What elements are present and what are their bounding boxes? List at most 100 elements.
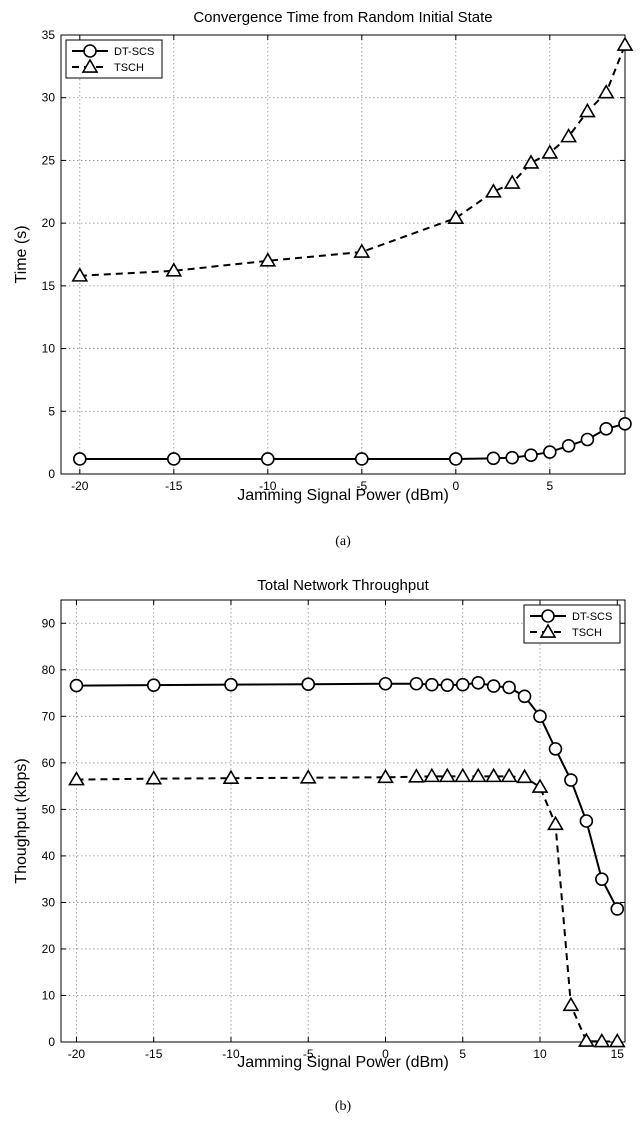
x-tick-label: 5 [459, 1047, 466, 1061]
y-tick-label: 90 [42, 616, 56, 630]
legend-box [65, 39, 163, 79]
legend-label: TSCH [114, 62, 144, 74]
data-point-tsch [547, 815, 564, 831]
x-tick-label: -15 [165, 479, 183, 493]
y-tick-label: 5 [48, 404, 55, 418]
data-point-dt-scs [599, 422, 614, 436]
x-tick-label: 15 [611, 1047, 625, 1061]
data-point-dt-scs [533, 709, 547, 724]
data-point-tsch [259, 252, 277, 267]
caption-a: (a) [335, 534, 351, 549]
y-tick-label: 70 [42, 709, 56, 723]
x-tick-label: 5 [546, 479, 553, 493]
data-point-tsch [447, 209, 465, 224]
data-point-dt-scs [167, 452, 181, 466]
chart-panel-b: -20 -15 -10 -5 0 5 10 15 0 10 20 30 40 50 60 70 80 90 DT-… [13, 577, 626, 1114]
data-point-dt-scs [561, 438, 576, 453]
data-point-tsch [299, 769, 317, 784]
legend-marker [83, 44, 97, 58]
data-point-dt-scs [354, 452, 369, 466]
data-point-dt-scs [471, 676, 486, 690]
series-line-tsch [76, 775, 618, 1043]
data-point-dt-scs [618, 417, 632, 431]
y-tick-label: 35 [42, 28, 56, 42]
data-point-dt-scs [409, 676, 424, 691]
plot-frame-b [60, 599, 626, 1043]
data-point-tsch [353, 243, 371, 258]
data-point-tsch [522, 154, 540, 169]
data-point-tsch [454, 767, 472, 783]
y-tick-label: 30 [42, 895, 56, 909]
x-tick-label: 10 [533, 1047, 547, 1061]
x-tick-label: 0 [452, 479, 459, 493]
data-point-tsch [165, 262, 183, 277]
data-point-tsch [68, 770, 85, 786]
y-tick-label: 20 [42, 216, 56, 230]
data-point-tsch [485, 767, 503, 783]
y-axis-label-a: Time (s) [13, 225, 30, 283]
y-tick-label: 40 [42, 849, 56, 863]
data-point-dt-scs [517, 689, 532, 704]
data-point-tsch [516, 768, 533, 784]
legend-label: TSCH [572, 627, 602, 639]
x-axis-label-b: Jamming Signal Power (dBm) [237, 1054, 449, 1071]
legend-marker [541, 609, 555, 623]
data-point-tsch [438, 767, 456, 783]
data-point-tsch [503, 174, 521, 189]
data-point-dt-scs [524, 448, 538, 462]
data-point-tsch [608, 1032, 626, 1048]
data-point-dt-scs [610, 902, 625, 916]
data-point-tsch [222, 769, 240, 785]
y-tick-label: 0 [48, 1035, 55, 1049]
data-point-dt-scs [260, 452, 275, 466]
data-point-tsch [500, 767, 518, 783]
y-tick-label: 30 [42, 91, 56, 105]
data-point-tsch [560, 128, 577, 143]
caption-b: (b) [335, 1099, 352, 1114]
data-point-dt-scs [69, 678, 84, 693]
chart-title-b: Total Network Throughput [257, 577, 429, 594]
x-tick-label: -20 [68, 1047, 86, 1061]
data-point-dt-scs [486, 679, 501, 693]
y-tick-label: 10 [42, 342, 56, 356]
data-point-dt-scs [73, 452, 87, 466]
legend-b: DT-SCS TSCH [523, 604, 621, 644]
data-point-dt-scs [580, 432, 595, 447]
legend-label: DT-SCS [114, 46, 154, 58]
data-point-tsch [469, 767, 487, 783]
data-point-dt-scs [425, 677, 439, 692]
data-point-tsch [577, 1032, 595, 1047]
y-tick-label: 60 [42, 756, 56, 770]
legend-label: DT-SCS [572, 611, 612, 623]
data-point-tsch [541, 144, 559, 159]
legend-marker [539, 623, 557, 638]
y-tick-label: 15 [42, 279, 56, 293]
data-point-dt-scs [378, 676, 393, 691]
chart-panel-a: -20 -15 -10 -5 0 5 0 5 10 15 20 25 30 35 DT-SCS TSCH C… [13, 9, 634, 549]
data-point-tsch [597, 84, 615, 99]
chart-title-a: Convergence Time from Random Initial Sta… [193, 9, 492, 26]
data-point-dt-scs [502, 680, 516, 695]
x-tick-label: -10 [222, 1047, 240, 1061]
data-point-tsch [531, 778, 549, 793]
y-tick-label: 50 [42, 802, 56, 816]
data-point-dt-scs [224, 677, 238, 692]
data-point-dt-scs [455, 677, 470, 692]
data-point-dt-scs [486, 451, 501, 466]
x-axis-label-a: Jamming Signal Power (dBm) [237, 487, 449, 504]
x-tick-label: -15 [145, 1047, 163, 1061]
y-tick-label: 20 [42, 942, 56, 956]
y-axis-label-b: Thoughput (kbps) [13, 758, 30, 883]
data-point-dt-scs [505, 450, 520, 465]
data-point-dt-scs [440, 678, 455, 692]
data-point-dt-scs [448, 452, 463, 466]
legend-box [523, 604, 621, 644]
data-point-dt-scs [146, 678, 161, 692]
data-point-tsch [71, 267, 89, 282]
y-tick-label: 0 [48, 467, 55, 481]
plot-frame-a [60, 34, 626, 475]
data-point-dt-scs [564, 773, 578, 787]
data-point-tsch [579, 102, 596, 118]
data-point-tsch [562, 996, 580, 1012]
